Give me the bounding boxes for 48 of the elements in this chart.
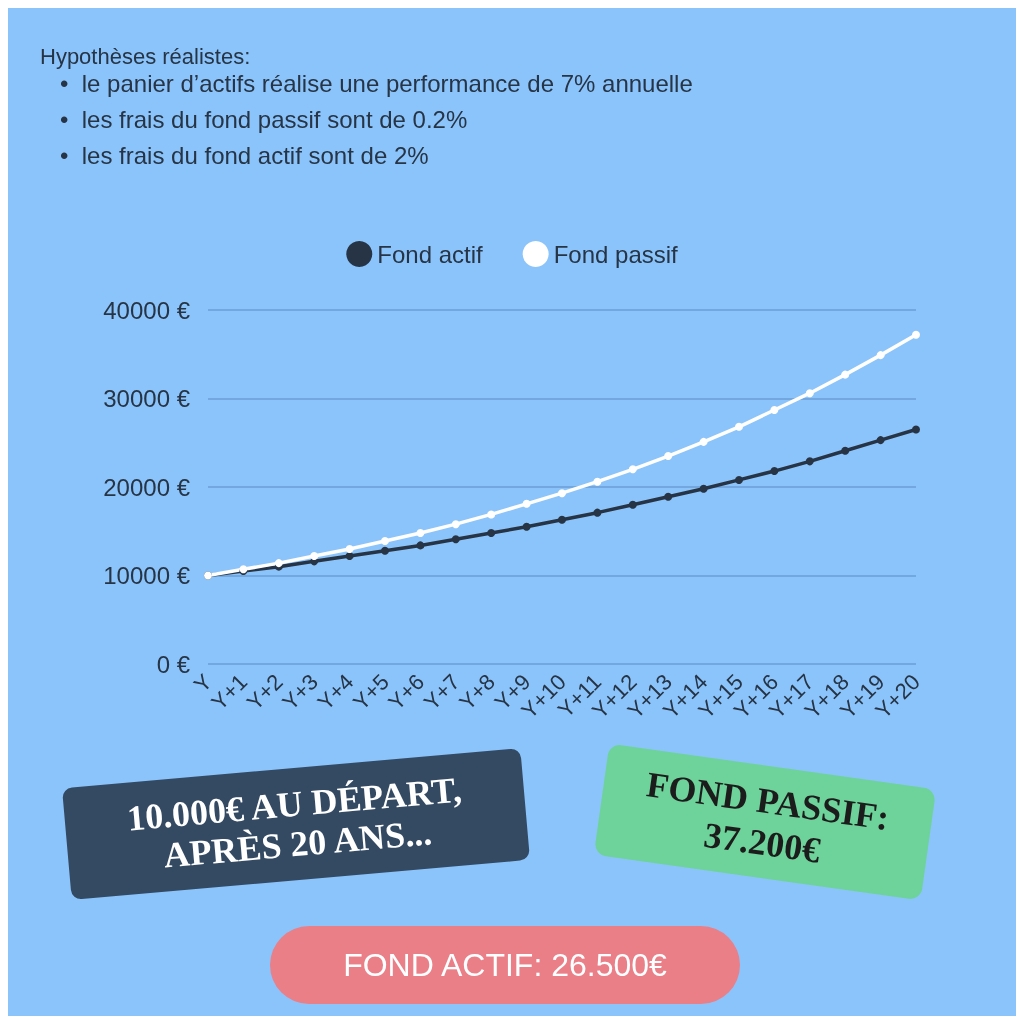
point (451, 520, 460, 529)
point (558, 489, 566, 498)
text: 10.000€ AU DÉPART, APRÈS 20 ANS... (61, 748, 531, 900)
point (451, 535, 460, 544)
point (770, 406, 779, 414)
point (628, 465, 637, 474)
point (628, 500, 637, 509)
text: • le panier d’actifs réalise une performance de 7% annuelle (60, 70, 693, 97)
point (841, 446, 850, 455)
y-tick-label: 20000 € (103, 473, 191, 501)
point (912, 330, 920, 339)
point (876, 436, 885, 445)
point (310, 552, 319, 561)
point (664, 492, 673, 501)
point (699, 484, 708, 493)
chart-title: Hypothèses réalistes: (40, 44, 251, 70)
point (558, 515, 566, 524)
text: FOND ACTIF: 26.500€ (270, 926, 740, 1004)
point (841, 370, 850, 379)
point (522, 522, 531, 531)
point (876, 351, 885, 360)
point (593, 477, 602, 486)
point (805, 457, 814, 466)
text: FOND PASSIF: 37.200€ (593, 743, 937, 901)
point (664, 452, 673, 461)
point (735, 475, 743, 484)
point (381, 546, 389, 555)
point (416, 529, 425, 538)
text: • les frais du fond actif sont de 2% (60, 141, 430, 171)
legend-label: Fond actif (377, 240, 483, 268)
point (699, 437, 708, 446)
point (487, 510, 496, 519)
point (522, 499, 531, 508)
y-tick-label: 10000 € (103, 562, 191, 589)
y-tick-label: 40000 € (103, 296, 191, 324)
point (593, 508, 602, 517)
point (487, 529, 496, 538)
y-tick-label: 0 € (156, 650, 191, 678)
y-tick-label: 30000 € (103, 385, 191, 412)
point (805, 389, 814, 398)
point (381, 536, 389, 545)
point (735, 422, 743, 431)
point (416, 541, 425, 550)
legend-label: Fond passif (553, 240, 679, 268)
point (345, 544, 354, 553)
point (770, 467, 779, 476)
text: • les frais du fond passif sont de 0.2% (60, 105, 469, 135)
point (912, 425, 920, 434)
